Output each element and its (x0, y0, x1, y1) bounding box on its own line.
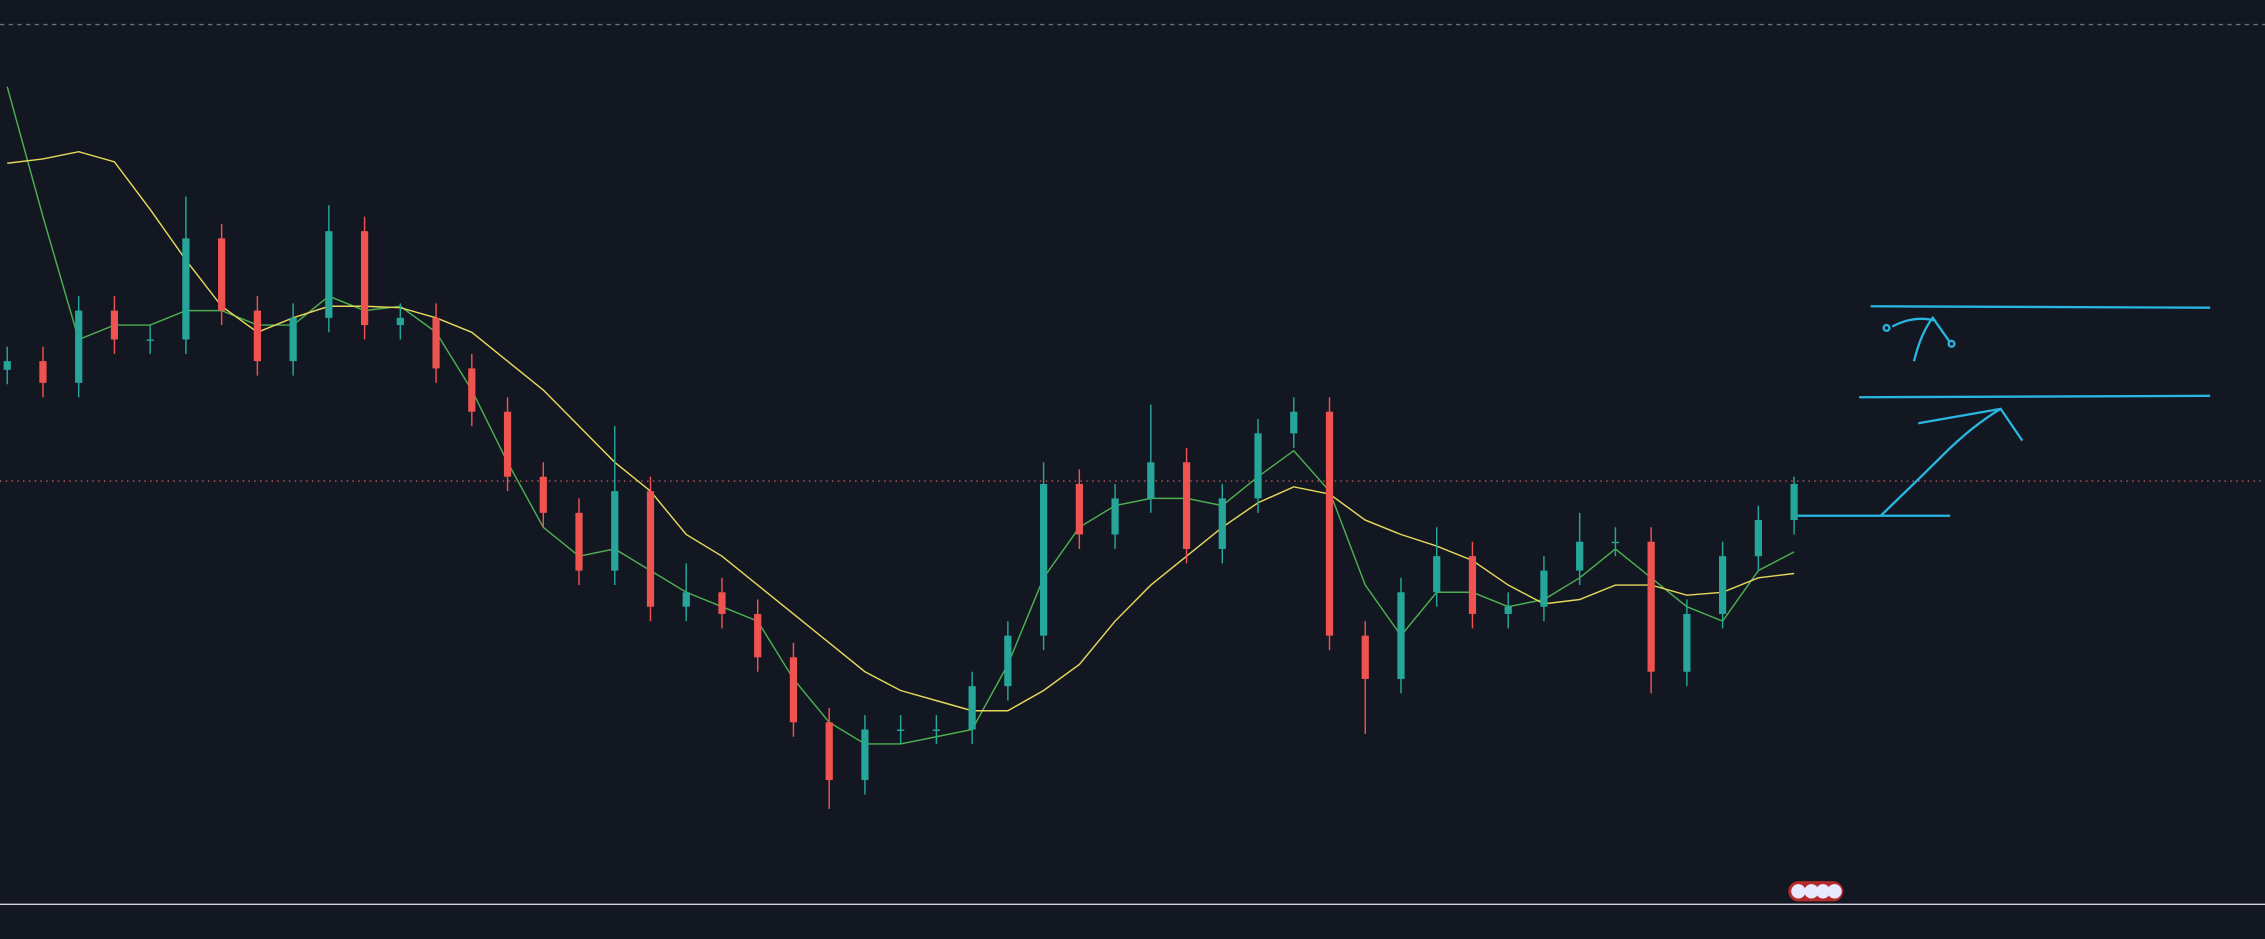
candle-body (75, 310, 83, 383)
candle-body (1147, 462, 1155, 499)
candle-body (1611, 541, 1620, 544)
candle-body (396, 317, 404, 326)
candle-body (1361, 635, 1369, 679)
drawn-arrow (1891, 315, 1952, 362)
candle-body (146, 339, 154, 341)
candle-body (503, 411, 512, 477)
candle-body (253, 310, 261, 362)
candle-body (1719, 556, 1727, 614)
candle-body (182, 238, 190, 340)
candle-body (932, 729, 941, 731)
candle-body (754, 613, 762, 658)
candle-body (682, 592, 690, 607)
candle-body (575, 512, 583, 571)
drawn-line (1870, 305, 2211, 309)
candle-body (1576, 541, 1584, 571)
candle-body (1182, 462, 1191, 549)
candle-body (539, 476, 547, 513)
candle-body (289, 317, 297, 362)
candle-body (468, 368, 476, 412)
candle-body (1218, 498, 1226, 549)
candle-body (968, 686, 976, 730)
event-icon (1827, 884, 1842, 899)
candle-body (1004, 635, 1012, 687)
candle-body (110, 310, 119, 340)
candle-body (1468, 556, 1477, 614)
candle-body (432, 317, 440, 369)
candle-body (897, 729, 905, 731)
event-icons (1788, 881, 1844, 902)
drawn-point (1882, 323, 1891, 332)
candle-body (1433, 556, 1441, 593)
candle-body (1647, 541, 1655, 672)
candle-body (3, 361, 11, 370)
moving-average (7, 150, 1795, 712)
candle-body (218, 238, 226, 311)
candle-body (611, 491, 619, 571)
candle-body (1290, 411, 1298, 434)
candle-body (789, 657, 798, 723)
candle-body (1039, 483, 1048, 636)
candle-body (39, 361, 47, 383)
candle-body (1075, 483, 1083, 535)
drawn-arrow (1879, 407, 2024, 517)
candle-body (325, 231, 333, 318)
event-icon (1804, 884, 1819, 899)
drawn-line (1859, 394, 2211, 399)
drawings (1795, 305, 2211, 517)
event-icon (1791, 884, 1806, 899)
candle-body (718, 592, 726, 614)
candle-body (1254, 433, 1262, 499)
candle-body (1397, 592, 1405, 679)
candle-body (1504, 606, 1512, 614)
candle-body (1754, 520, 1762, 557)
drawn-point (1947, 339, 1956, 348)
candle-body (646, 491, 655, 607)
candle-body (1111, 498, 1119, 535)
candle-body (861, 729, 869, 781)
candle-body (825, 722, 833, 781)
event-icon (1815, 884, 1831, 899)
candle-body (360, 231, 369, 326)
candle-body (1790, 483, 1798, 521)
candle-body (1325, 411, 1334, 636)
candle-body (1683, 613, 1691, 672)
candle-body (1540, 570, 1548, 607)
